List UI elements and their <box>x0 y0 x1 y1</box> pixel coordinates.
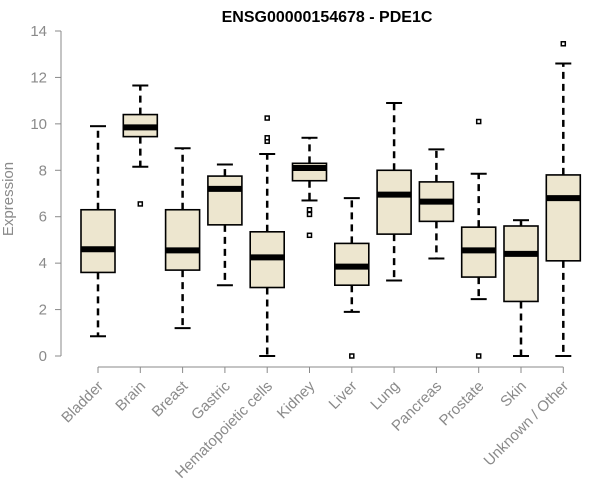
y-axis-title: Expression <box>0 162 17 236</box>
outlier-point <box>306 211 313 218</box>
outlier-point <box>306 207 313 213</box>
box-group <box>376 101 412 282</box>
x-tick-label: Brain <box>112 378 149 415</box>
x-tick-label: Prostate <box>436 378 488 430</box>
box-iqr <box>80 208 116 274</box>
outlier-point <box>306 232 313 239</box>
y-tick-label: 2 <box>39 302 47 319</box>
box-group <box>291 136 328 239</box>
y-tick-label: 6 <box>39 209 47 226</box>
box-iqr <box>376 169 412 235</box>
outlier-point <box>264 135 270 141</box>
y-tick-label: 14 <box>30 23 47 40</box>
box-iqr <box>207 175 243 226</box>
box-group <box>164 147 201 330</box>
x-tick-label: Liver <box>326 378 361 413</box>
outlier-point <box>137 201 144 207</box>
box-group <box>460 118 497 359</box>
x-tick-label: Breast <box>149 377 192 420</box>
box-group <box>207 163 243 287</box>
box-iqr <box>545 174 582 262</box>
y-tick-label: 12 <box>30 69 47 86</box>
outlier-point <box>349 353 355 359</box>
chart-title: ENSG00000154678 - PDE1C <box>222 9 433 26</box>
outlier-point <box>475 353 482 359</box>
box-group <box>80 125 116 338</box>
x-tick-label: Lung <box>367 378 403 414</box>
box-group <box>122 84 159 207</box>
box-iqr <box>503 225 539 303</box>
y-tick-label: 8 <box>39 162 47 179</box>
y-tick-label: 4 <box>39 255 47 272</box>
x-tick-label: Bladder <box>58 378 107 427</box>
y-tick-label: 0 <box>39 348 47 365</box>
boxes-layer <box>80 41 582 359</box>
box-group <box>333 197 370 359</box>
x-tick-label: Skin <box>497 378 530 411</box>
box-group <box>249 115 285 357</box>
outlier-point <box>264 115 270 121</box>
outlier-point <box>560 41 567 47</box>
box-group <box>418 148 455 260</box>
y-axis: 0 2 4 6 8 10 12 14 <box>30 23 62 365</box>
x-tick-label: Kidney <box>274 377 319 422</box>
outlier-point <box>475 118 482 125</box>
box-iqr <box>164 208 201 271</box>
box-group <box>503 219 539 357</box>
box-group <box>545 41 582 357</box>
y-tick-label: 10 <box>30 116 47 133</box>
